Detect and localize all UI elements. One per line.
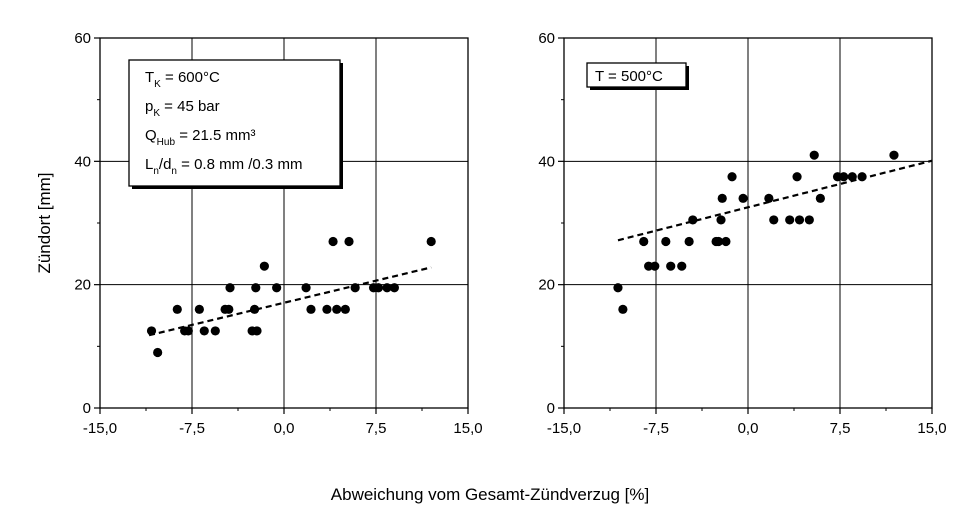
data-point [839,172,849,182]
data-point [738,193,748,203]
data-point [613,283,623,293]
param-line-4: Ln/dn = 0.8 mm /0.3 mm [145,156,302,177]
right-box-frame [586,62,687,88]
data-point [713,236,724,247]
parameter-box-shadow-bottom [132,186,343,189]
y-tick-label: 60 [538,30,555,47]
data-point [688,215,698,225]
data-point [792,172,802,182]
data-point [259,261,269,271]
right-plot-points [613,150,899,314]
left-plot: -15,0 -7,5 0,0 7,5 15,0 0 20 40 60 TK = 600°C pK… [74,30,482,437]
data-point [661,236,671,247]
data-point [224,304,234,314]
left-parameter-box: TK = 600°C pK = 45 bar QHub = 21.5 mm³ L… [128,59,343,189]
y-tick-label: 20 [74,277,91,294]
y-tick-label: 40 [538,153,555,170]
right-plot: -15,0 -7,5 0,0 7,5 15,0 0 20 40 60 T = 500°C [538,30,946,437]
data-point [794,215,805,225]
data-point [306,304,316,314]
data-point [804,215,814,225]
data-point [809,150,819,160]
x-tick-label: -7,5 [643,420,669,437]
x-tick-label: 0,0 [274,420,295,437]
data-point [847,172,857,182]
data-point [199,326,209,336]
data-point [650,261,660,271]
data-point [332,304,342,314]
data-point [272,283,282,293]
y-tick-label: 60 [74,30,91,47]
trend-line [148,266,432,337]
data-point [344,236,354,247]
param-line-3: QHub = 21.5 mm³ [145,127,255,148]
data-point [727,172,737,182]
data-point [373,283,384,293]
data-point [172,304,182,314]
right-parameter-box: T = 500°C [586,62,689,90]
data-point [639,236,649,247]
param-line-2: pK = 45 bar [145,98,220,119]
data-point [764,193,774,203]
data-point [251,283,261,293]
data-point [183,326,193,336]
data-point [252,326,262,336]
y-tick-label: 40 [74,153,91,170]
data-point [769,215,779,225]
data-point [389,283,399,293]
right-plot-ticks: -15,0 -7,5 0,0 7,5 15,0 0 20 40 60 [538,30,946,437]
param-line-1: TK = 600°C [145,69,220,90]
data-point [146,326,157,336]
y-tick-label: 0 [83,400,91,417]
right-plot-grid [564,38,932,408]
trend-line [617,159,933,242]
y-axis-label: Zündort [mm] [35,172,54,273]
right-param-line: T = 500°C [595,68,663,85]
data-point [426,236,436,247]
data-point [815,193,825,203]
data-point [785,215,795,225]
x-tick-label: 7,5 [366,420,387,437]
x-axis-label: Abweichung vom Gesamt-Zündverzug [%] [331,485,649,504]
data-point [721,236,731,247]
x-tick-label: 7,5 [830,420,851,437]
data-point [328,236,338,247]
x-tick-label: 15,0 [917,420,946,437]
data-point [666,261,676,271]
data-point [225,283,235,293]
left-plot-trendline [148,266,432,337]
data-point [382,283,392,293]
data-point [153,347,163,358]
x-tick-label: 15,0 [453,420,482,437]
y-tick-label: 0 [547,400,555,417]
x-tick-label: 0,0 [738,420,759,437]
data-point [716,215,726,225]
left-plot-points [146,236,436,358]
right-plot-trendline [617,159,933,242]
data-point [194,304,204,314]
right-box-shadow-bottom [590,87,689,90]
parameter-box-shadow-right [340,63,343,189]
data-point [717,193,727,203]
data-point [210,326,220,336]
data-point [301,283,311,293]
data-point [340,304,350,314]
data-point [684,236,694,247]
right-box-shadow-right [686,66,689,90]
data-point [857,172,867,182]
data-point [249,304,260,314]
parameter-box-frame [128,59,341,187]
data-point [322,304,332,314]
left-plot-ticks: -15,0 -7,5 0,0 7,5 15,0 0 20 40 60 [74,30,482,437]
x-tick-label: -15,0 [83,420,117,437]
x-tick-label: -7,5 [179,420,205,437]
data-point [350,283,360,293]
data-point [677,261,687,271]
y-tick-label: 20 [538,277,555,294]
data-point [889,150,899,160]
data-point [618,304,628,314]
x-tick-label: -15,0 [547,420,581,437]
